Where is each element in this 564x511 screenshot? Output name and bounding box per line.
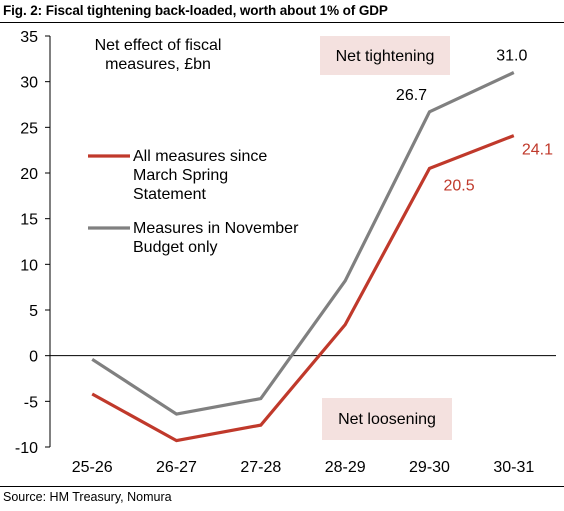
y-tick-label: 10 — [20, 257, 38, 274]
legend-label-red-line2: March Spring — [133, 167, 228, 184]
source-note: Source: HM Treasury, Nomura — [3, 490, 172, 504]
title-rule — [0, 22, 564, 23]
x-tick-label: 26-27 — [156, 459, 197, 476]
net-tightening-box — [320, 36, 450, 75]
series-line-0 — [91, 134, 515, 443]
unit-label-line1: Net effect of fiscal — [95, 37, 222, 54]
x-tick-label: 27-28 — [240, 459, 281, 476]
line-chart: Net tightening Net loosening -10 -5 0 5 10 15 20… — [15, 29, 556, 476]
x-tick-label: 29-30 — [409, 459, 450, 476]
net-loosening-box — [322, 398, 452, 440]
data-label-red-30-31: 24.1 — [522, 142, 553, 159]
y-tick-label: 25 — [20, 120, 38, 137]
data-label-gray-30-31: 31.0 — [496, 48, 527, 65]
y-tick-label: -5 — [24, 394, 38, 411]
net-tightening-label: Net tightening — [336, 48, 435, 65]
data-label-gray-29-30: 26.7 — [396, 87, 427, 104]
y-tick-label: 30 — [20, 75, 38, 92]
y-tick-label: 35 — [20, 29, 38, 46]
legend-label-red-line1: All measures since — [133, 148, 267, 165]
legend-label-gray-line2: Budget only — [133, 239, 218, 256]
figure-title: Fig. 2: Fiscal tightening back-loaded, w… — [3, 3, 388, 18]
y-tick-label: 5 — [29, 303, 38, 320]
x-tick-label: 28-29 — [325, 459, 366, 476]
legend-label-red-line3: Statement — [133, 186, 206, 203]
y-tick-label: 0 — [29, 349, 38, 366]
data-label-red-29-30: 20.5 — [444, 177, 475, 194]
legend-label-gray-line1: Measures in November — [133, 220, 299, 237]
series-line-1 — [91, 71, 515, 416]
unit-label-line2: measures, £bn — [105, 56, 211, 73]
y-tick-label: -10 — [15, 440, 38, 457]
x-tick-label: 25-26 — [72, 459, 113, 476]
net-loosening-label: Net loosening — [338, 411, 436, 428]
source-rule — [0, 486, 564, 487]
x-tick-label: 30-31 — [493, 459, 534, 476]
y-tick-label: 15 — [20, 212, 38, 229]
y-tick-label: 20 — [20, 166, 38, 183]
